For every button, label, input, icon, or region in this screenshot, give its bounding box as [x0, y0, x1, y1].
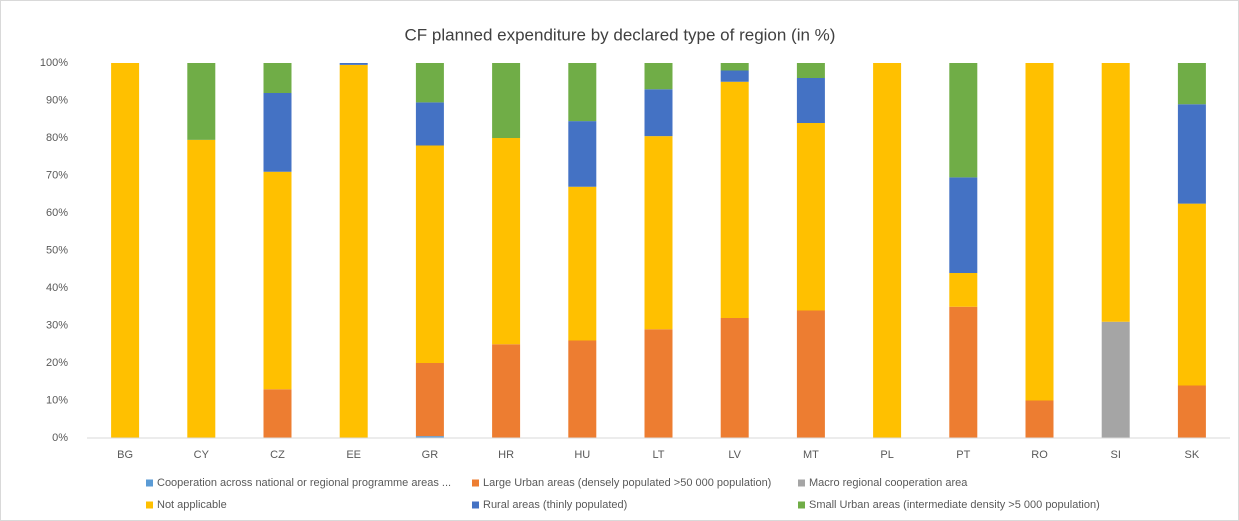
bar-segment [568, 63, 597, 122]
bar-segment [796, 78, 825, 123]
bar-segment [415, 436, 444, 438]
x-tick-label: MT [803, 449, 819, 461]
legend-label: Macro regional cooperation area [809, 477, 968, 489]
x-tick-label: BG [117, 449, 133, 461]
x-tick-label: EE [346, 449, 361, 461]
bar-segment [949, 177, 978, 273]
y-tick-label: 80% [46, 132, 68, 144]
bar-segment [415, 63, 444, 103]
bar-segment [187, 139, 216, 438]
bar-segment [492, 138, 521, 345]
bar-segment [1025, 63, 1054, 401]
legend-label: Rural areas (thinly populated) [483, 499, 627, 511]
bar-segment [415, 102, 444, 146]
bar-segment [568, 340, 597, 438]
legend-swatch [146, 479, 153, 487]
bar-segment [1101, 321, 1130, 438]
x-tick-label: PL [880, 449, 893, 461]
y-tick-label: 40% [46, 282, 68, 294]
bar-segment [873, 63, 902, 438]
x-tick-label: SK [1185, 449, 1200, 461]
y-tick-label: 100% [40, 57, 68, 69]
bar-segment [644, 136, 673, 330]
bar-segment [263, 93, 292, 172]
bar-segment [796, 310, 825, 438]
legend-label: Small Urban areas (intermediate density … [809, 499, 1100, 511]
bar-segment [1101, 63, 1130, 322]
bar-segment [415, 363, 444, 437]
x-tick-label: PT [956, 449, 970, 461]
bar-segment [796, 63, 825, 78]
legend-label: Large Urban areas (densely populated >50… [483, 477, 771, 489]
legend-swatch [146, 501, 153, 509]
bar-segment [263, 171, 292, 390]
x-tick-label: CZ [270, 449, 285, 461]
bar-segment [492, 344, 521, 438]
bar-segment [644, 329, 673, 438]
legend-label: Not applicable [157, 499, 227, 511]
legend-swatch [798, 479, 805, 487]
x-tick-label: HU [574, 449, 590, 461]
bar-segment [644, 63, 673, 90]
bar-segment [644, 89, 673, 137]
bar-segment [492, 63, 521, 138]
bar-segment [1177, 385, 1206, 438]
bar-segment [1177, 203, 1206, 386]
bar-segment [720, 81, 749, 318]
bar-segment [568, 186, 597, 341]
bar-segment [1177, 104, 1206, 204]
bar-segment [720, 63, 749, 71]
x-tick-label: CY [194, 449, 210, 461]
bar-segment [263, 63, 292, 93]
legend-label: Cooperation across national or regional … [157, 477, 451, 489]
bar-segment [720, 70, 749, 82]
bar-segment [1177, 63, 1206, 105]
x-tick-label: LV [728, 449, 741, 461]
x-tick-label: RO [1031, 449, 1048, 461]
bar-segment [949, 273, 978, 307]
bar-segment [1025, 400, 1054, 438]
legend-swatch [472, 479, 479, 487]
legend-swatch [472, 501, 479, 509]
chart-title: CF planned expenditure by declared type … [405, 25, 836, 44]
legend-swatch [798, 501, 805, 509]
x-tick-label: GR [422, 449, 439, 461]
y-tick-label: 50% [46, 244, 68, 256]
y-tick-label: 10% [46, 394, 68, 406]
bar-segment [263, 389, 292, 438]
bar-segment [796, 123, 825, 311]
y-tick-label: 20% [46, 357, 68, 369]
bar-segment [339, 63, 368, 65]
y-tick-label: 90% [46, 94, 68, 106]
x-tick-label: LT [652, 449, 664, 461]
x-tick-label: SI [1110, 449, 1120, 461]
y-tick-label: 0% [52, 432, 68, 444]
y-tick-label: 70% [46, 169, 68, 181]
bar-segment [339, 64, 368, 438]
y-tick-label: 60% [46, 207, 68, 219]
x-tick-label: HR [498, 449, 514, 461]
bar-segment [187, 63, 216, 140]
y-tick-label: 30% [46, 319, 68, 331]
bar-segment [568, 121, 597, 187]
bar-segment [949, 306, 978, 438]
bar-segment [949, 63, 978, 178]
bar-segment [111, 63, 140, 438]
bar-segment [415, 145, 444, 363]
bar-segment [720, 318, 749, 438]
